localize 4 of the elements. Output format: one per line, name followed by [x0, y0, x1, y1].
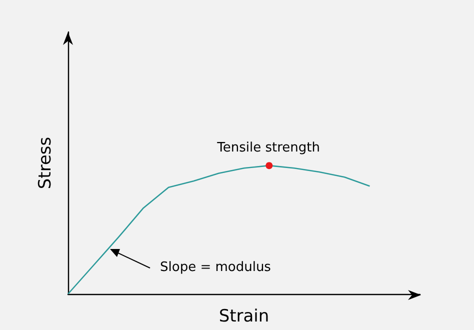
- x-axis-title: Strain: [218, 306, 270, 326]
- annotation: Slope = modulus: [160, 260, 272, 275]
- annotation: Tensile strength: [216, 140, 320, 156]
- y-axis-title: Stress: [36, 136, 56, 190]
